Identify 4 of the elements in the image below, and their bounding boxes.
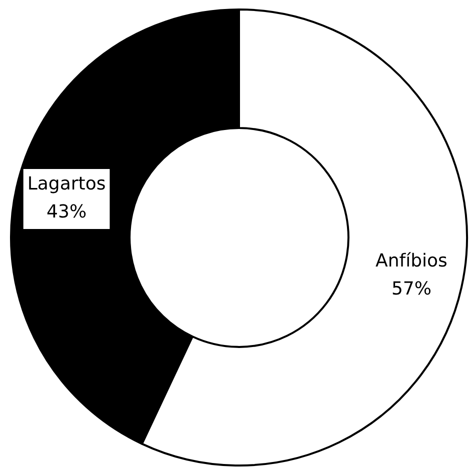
slice-label: Anfíbios	[376, 250, 448, 272]
slice-label: Lagartos	[27, 174, 106, 195]
data-label: 43%	[46, 202, 87, 223]
data-label: 57%	[391, 278, 432, 300]
